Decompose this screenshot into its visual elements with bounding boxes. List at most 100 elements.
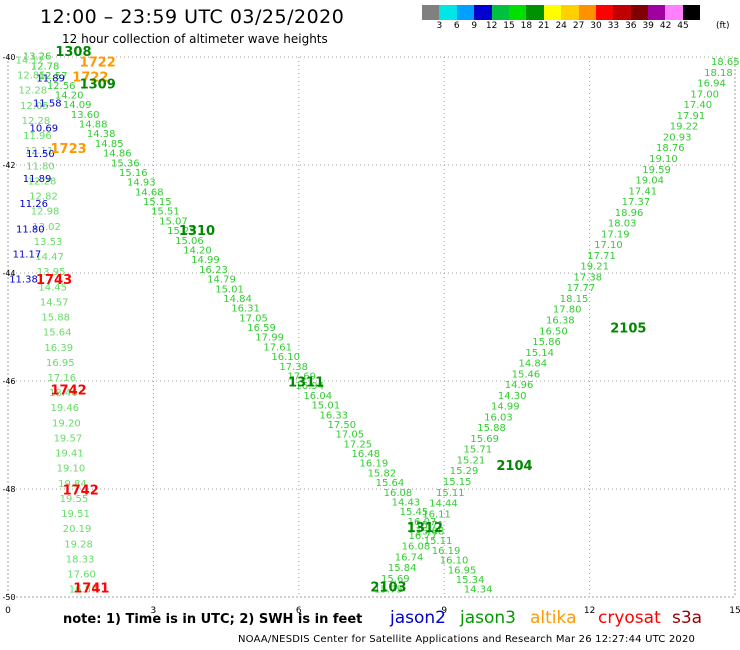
wave-height-value: 14.85 [95,139,124,150]
wave-height-value: 16.77 [409,531,438,542]
wave-height-value: 15.06 [175,236,204,247]
wave-height-value: 19.55 [60,494,89,505]
wave-height-value: 19.57 [54,433,83,444]
wave-height-value: 17.38 [573,272,602,283]
wave-height-value: 14.38 [87,129,116,140]
wave-height-value: 14.20 [55,90,84,101]
wave-height-value: 15.45 [400,507,429,518]
wave-height-value: 15.11 [436,488,465,499]
wave-height-value: 17.19 [601,229,630,240]
wave-height-value: 14.99 [491,402,520,413]
wave-height-value: 17.38 [279,362,308,373]
wave-height-value: 15.75 [374,585,403,596]
color-scale-tick-label: 21 [538,21,550,31]
legend-item-cryosat: cryosat [598,608,661,628]
pass-time-label: 1308 [55,45,91,60]
wave-height-value: 11.38 [9,275,38,286]
color-swatch [648,5,666,20]
wave-height-value: 14.88 [79,120,108,131]
wave-height-value: 18.03 [608,219,637,230]
wave-height-value: 15.46 [512,369,541,380]
wave-height-value: 16.23 [199,265,228,276]
wave-height-value: 16.59 [247,323,276,334]
wave-height-value: 11.89 [23,174,52,185]
longitude-tick-label: 0 [5,606,11,616]
color-scale-tick-label: 42 [659,21,672,31]
color-scale-tick-label: 18 [520,21,533,31]
wave-height-value: 15.84 [388,563,417,574]
color-scale-tick-label: 30 [590,21,602,31]
pass-time-label: 1309 [80,77,116,92]
wave-height-value: 17.41 [628,186,657,197]
wave-height-value: 15.71 [464,445,493,456]
color-scale-tick-label: 33 [607,21,620,31]
color-scale-tick-label: 12 [485,21,498,31]
color-scale-tick-label: 15 [503,21,515,31]
wave-height-value: 12.28 [22,116,51,127]
wave-height-value: 16.38 [546,316,575,327]
wave-height-value: 17.80 [553,305,582,316]
wave-height-value: 17.71 [587,251,616,262]
legend-item-jason3: jason3 [460,608,516,628]
wave-height-value: 16.10 [440,556,469,567]
pass-time-label: 1742 [63,483,99,498]
pass-time-label: 1310 [179,224,215,239]
latitude-tick-label: -48 [2,485,15,494]
color-scale-tick-label: 45 [677,21,689,31]
wave-height-value: 15.64 [376,478,405,489]
wave-height-value: 11.58 [33,98,62,109]
wave-height-value: 16.94 [697,79,726,90]
color-swatch [508,5,527,20]
color-swatch [526,5,544,20]
wave-height-value: 17.50 [327,420,356,431]
wave-height-value: 15.88 [41,313,70,324]
wave-height-value: 15.21 [457,455,486,466]
wave-height-value: 17.69 [287,371,316,382]
wave-height-value: 12.28 [19,86,48,97]
wave-height-value: 11.17 [13,250,42,261]
wave-height-value: 14.20 [183,246,212,257]
wave-height-value: 16.33 [319,410,348,421]
color-swatch [439,5,457,20]
wave-height-value: 15.51 [151,207,180,218]
wave-height-value: 15.15 [143,197,172,208]
color-scale-tick-label: 39 [642,21,654,31]
wave-height-value: 15.11 [424,536,453,547]
color-scale-labels: 3 6 9 12 15 18 21 24 27 30 33 36 39 42 45 [422,21,735,35]
color-swatch [491,5,509,20]
longitude-tick-label: 9 [441,606,447,616]
footnote: note: 1) Time is in UTC; 2) SWH is in fe… [63,612,363,627]
wave-height-value: 18.18 [704,68,733,79]
wave-height-value: 15.69 [381,574,410,585]
map-frame [7,56,736,598]
wave-height-value: 12.11 [25,146,54,157]
wave-height-value: 13.53 [34,237,63,248]
wave-height-value: 17.25 [344,439,373,450]
wave-height-value: 19.04 [635,176,664,187]
wave-height-value: 16.31 [231,304,260,315]
wave-height-value: 17.37 [622,197,651,208]
pass-time-label: 2105 [610,321,646,336]
wave-height-value: 13.60 [71,110,100,121]
wave-height-value: 18.96 [615,208,644,219]
wave-height-value: 16.95 [448,565,477,576]
wave-height-value: 17.61 [263,342,292,353]
wave-height-value: 14.79 [207,275,236,286]
legend-item-jason2: jason2 [390,608,446,628]
wave-height-value: 20.93 [663,132,692,143]
wave-height-value: 17.60 [67,570,96,581]
color-scale-tick-label: 27 [572,21,585,31]
longitude-tick-label: 12 [584,606,595,616]
color-swatch [543,5,562,20]
color-swatch [456,5,475,20]
wave-height-value: 14.99 [191,255,220,266]
wave-height-value: 17.10 [594,240,623,251]
wave-height-value: 11.89 [36,73,65,84]
wave-height-value: 15.29 [450,466,479,477]
pass-time-label: 1742 [50,384,86,399]
color-swatch [578,5,596,20]
pass-time-label: 2103 [370,581,406,596]
color-scale-tick-label: 36 [625,21,637,31]
color-scale-bar [422,5,701,20]
wave-height-value: 14.84 [223,294,252,305]
